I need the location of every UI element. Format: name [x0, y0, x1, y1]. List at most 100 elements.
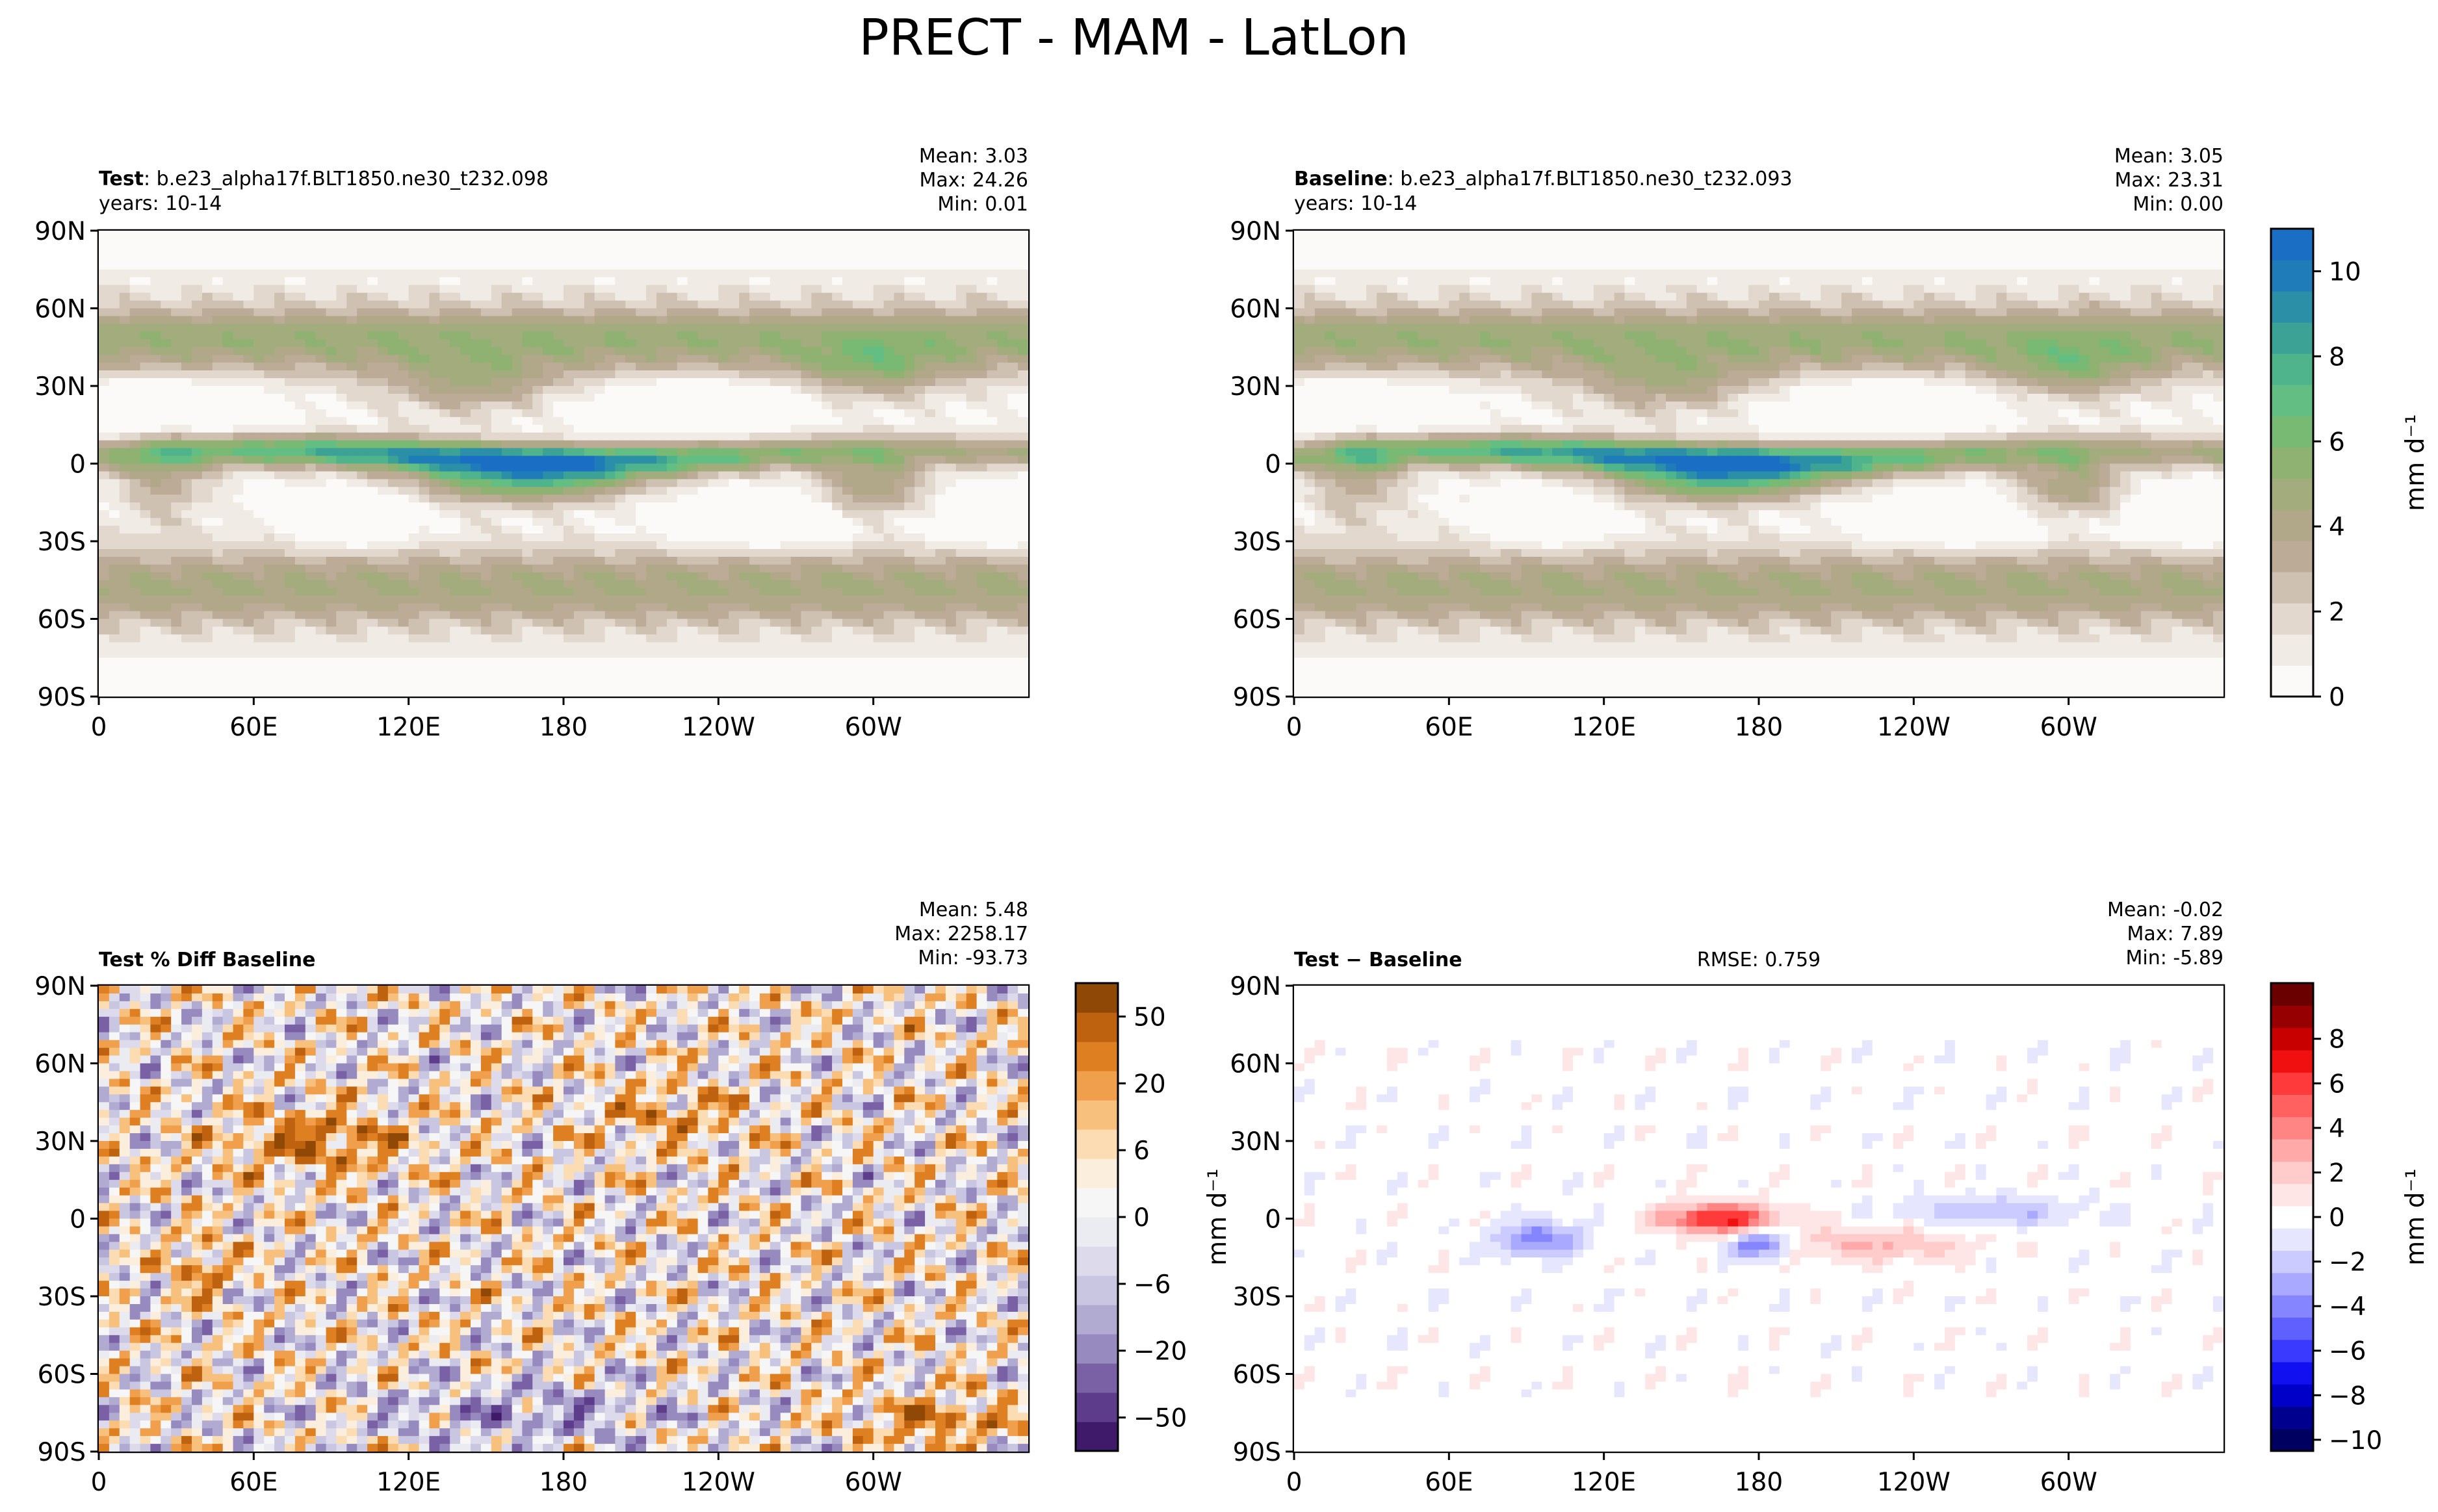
colorbar-swatch	[2271, 509, 2313, 541]
colorbar-tick-label: 4	[2329, 1114, 2345, 1144]
panel-baseline: 0 60E 120E 180 120W 60W 90N 60N 30N 0 30S 60S 90S Bas…	[1230, 145, 2225, 742]
rmse-label: RMSE: 0.759	[1697, 949, 1821, 971]
x-tick-label: 120W	[1877, 713, 1951, 742]
colorbar-swatch	[1076, 1100, 1118, 1130]
y-tick-label: 90N	[34, 972, 86, 1001]
colorbar-pctdiff: −50 −20 −6 0 6 20 50	[1074, 982, 1187, 1452]
stat-line: Mean: 3.05	[2114, 145, 2224, 168]
y-tick-label: 30S	[1233, 1283, 1281, 1312]
colorbar-swatch	[1076, 1217, 1118, 1247]
x-tick-label: 180	[1735, 713, 1783, 742]
colorbar-swatch	[1076, 1012, 1118, 1042]
colorbar-tick-label: 2	[2329, 598, 2345, 627]
y-tick-label: 30N	[34, 1127, 86, 1157]
colorbar-swatch	[1076, 1334, 1118, 1364]
colorbar-swatch	[2271, 447, 2313, 479]
colorbar-swatch	[2271, 1027, 2313, 1051]
colorbar-swatch	[2271, 603, 2313, 635]
colorbar-swatch	[2271, 1295, 2313, 1318]
colorbar-tick-label: −20	[1134, 1337, 1187, 1366]
stat-line: Mean: 5.48	[919, 899, 1028, 921]
field-2	[99, 986, 1028, 1452]
x-tick-label: 60E	[1425, 1468, 1473, 1497]
colorbar-swatch	[2271, 1094, 2313, 1118]
panel-label: Test % Diff Baseline	[99, 949, 316, 971]
colorbar-tick-label: −6	[1134, 1270, 1171, 1300]
colorbar-tick-label: 6	[2329, 1070, 2345, 1099]
colorbar-swatch	[2271, 983, 2313, 1006]
colorbar-swatch	[2271, 1250, 2313, 1274]
y-tick-label: 60N	[1230, 1050, 1281, 1079]
stat-line: Mean: -0.02	[2107, 899, 2224, 921]
y-tick-label: 60N	[34, 295, 86, 324]
y-tick-label: 60N	[34, 1050, 86, 1079]
x-tick-label: 0	[91, 713, 107, 742]
y-tick-label: 30N	[34, 372, 86, 402]
x-tick-label: 180	[539, 1468, 588, 1497]
colorbar-swatch	[2271, 260, 2313, 292]
colorbar-swatch	[2271, 1205, 2313, 1229]
colorbar-swatch	[1076, 1188, 1118, 1218]
colorbar-tick-label: 6	[2329, 428, 2345, 457]
colorbar-tick-label: −10	[2329, 1426, 2382, 1455]
x-tick-label: 60E	[1425, 713, 1473, 742]
colorbar-swatch	[2271, 634, 2313, 666]
stat-line: Mean: 3.03	[919, 145, 1028, 168]
panel-label: Baseline: b.e23_alpha17f.BLT1850.ne30_t2…	[1294, 168, 1793, 190]
colorbar-swatch	[2271, 1049, 2313, 1073]
colorbar-swatch	[2271, 1072, 2313, 1095]
colorbar-tick-label: 0	[2329, 683, 2345, 712]
colorbar-swatch	[2271, 1384, 2313, 1407]
colorbar-tick-label: 0	[2329, 1203, 2345, 1233]
y-tick-label: 0	[1265, 1205, 1281, 1235]
x-tick-label: 60W	[2040, 1468, 2097, 1497]
colorbar-swatch	[2271, 1406, 2313, 1429]
y-tick-label: 60S	[1233, 606, 1281, 635]
colorbar-tick-label: 4	[2329, 513, 2345, 542]
colorbar-swatch	[2271, 1272, 2313, 1296]
panel-label: Test − Baseline	[1294, 949, 1462, 971]
colorbar-swatch	[2271, 1228, 2313, 1251]
stat-line: Min: -93.73	[918, 947, 1028, 969]
colorbar-tick-label: 8	[2329, 1025, 2345, 1055]
y-tick-label: 0	[70, 1205, 86, 1235]
x-tick-label: 120W	[682, 713, 755, 742]
colorbar-frame	[2270, 227, 2315, 698]
y-tick-label: 90N	[34, 217, 86, 246]
field-0	[99, 231, 1028, 697]
y-tick-label: 90N	[1230, 972, 1281, 1001]
colorbar-swatch	[1076, 1392, 1118, 1422]
y-tick-label: 60S	[38, 606, 86, 635]
y-tick-label: 0	[70, 450, 86, 480]
colorbar-swatch	[2271, 541, 2313, 572]
y-tick-label: 90S	[1233, 683, 1281, 712]
diff-unit-label: mm d⁻¹	[1203, 1168, 1232, 1265]
x-tick-label: 0	[1286, 713, 1303, 742]
y-tick-label: 60N	[1230, 295, 1281, 324]
y-tick-label: 90S	[38, 1438, 86, 1467]
colorbar-swatch	[1076, 1275, 1118, 1305]
colorbar-tick-label: −6	[2329, 1337, 2367, 1366]
colorbar-swatch	[1076, 1305, 1118, 1335]
stat-line: Max: 2258.17	[894, 923, 1028, 945]
colorbar-swatch	[2271, 353, 2313, 385]
colorbar-tick-label: 2	[2329, 1159, 2345, 1188]
colorbar-swatch	[2271, 322, 2313, 354]
stat-line: Max: 7.89	[2127, 923, 2224, 945]
field-3	[1294, 986, 2224, 1452]
panel-diff: 0 60E 120E 180 120W 60W 90N 60N 30N 0 30S 60S 90S Tes…	[1230, 899, 2225, 1497]
colorbar-tick-label: −4	[2329, 1292, 2367, 1322]
x-tick-label: 120E	[1572, 713, 1636, 742]
y-tick-label: 60S	[1233, 1361, 1281, 1390]
y-tick-label: 90S	[38, 683, 86, 712]
y-tick-label: 30S	[1233, 528, 1281, 557]
colorbar-unit-label: mm d⁻¹	[2401, 1168, 2430, 1265]
x-tick-label: 0	[1286, 1468, 1303, 1497]
colorbar-tick-label: 50	[1134, 1003, 1166, 1032]
x-tick-label: 0	[91, 1468, 107, 1497]
panel-years: years: 10-14	[1294, 192, 1417, 215]
colorbar-swatch	[2271, 1317, 2313, 1340]
colorbar-swatch	[1076, 1422, 1118, 1452]
panel-label: Test: b.e23_alpha17f.BLT1850.ne30_t232.0…	[99, 168, 549, 190]
